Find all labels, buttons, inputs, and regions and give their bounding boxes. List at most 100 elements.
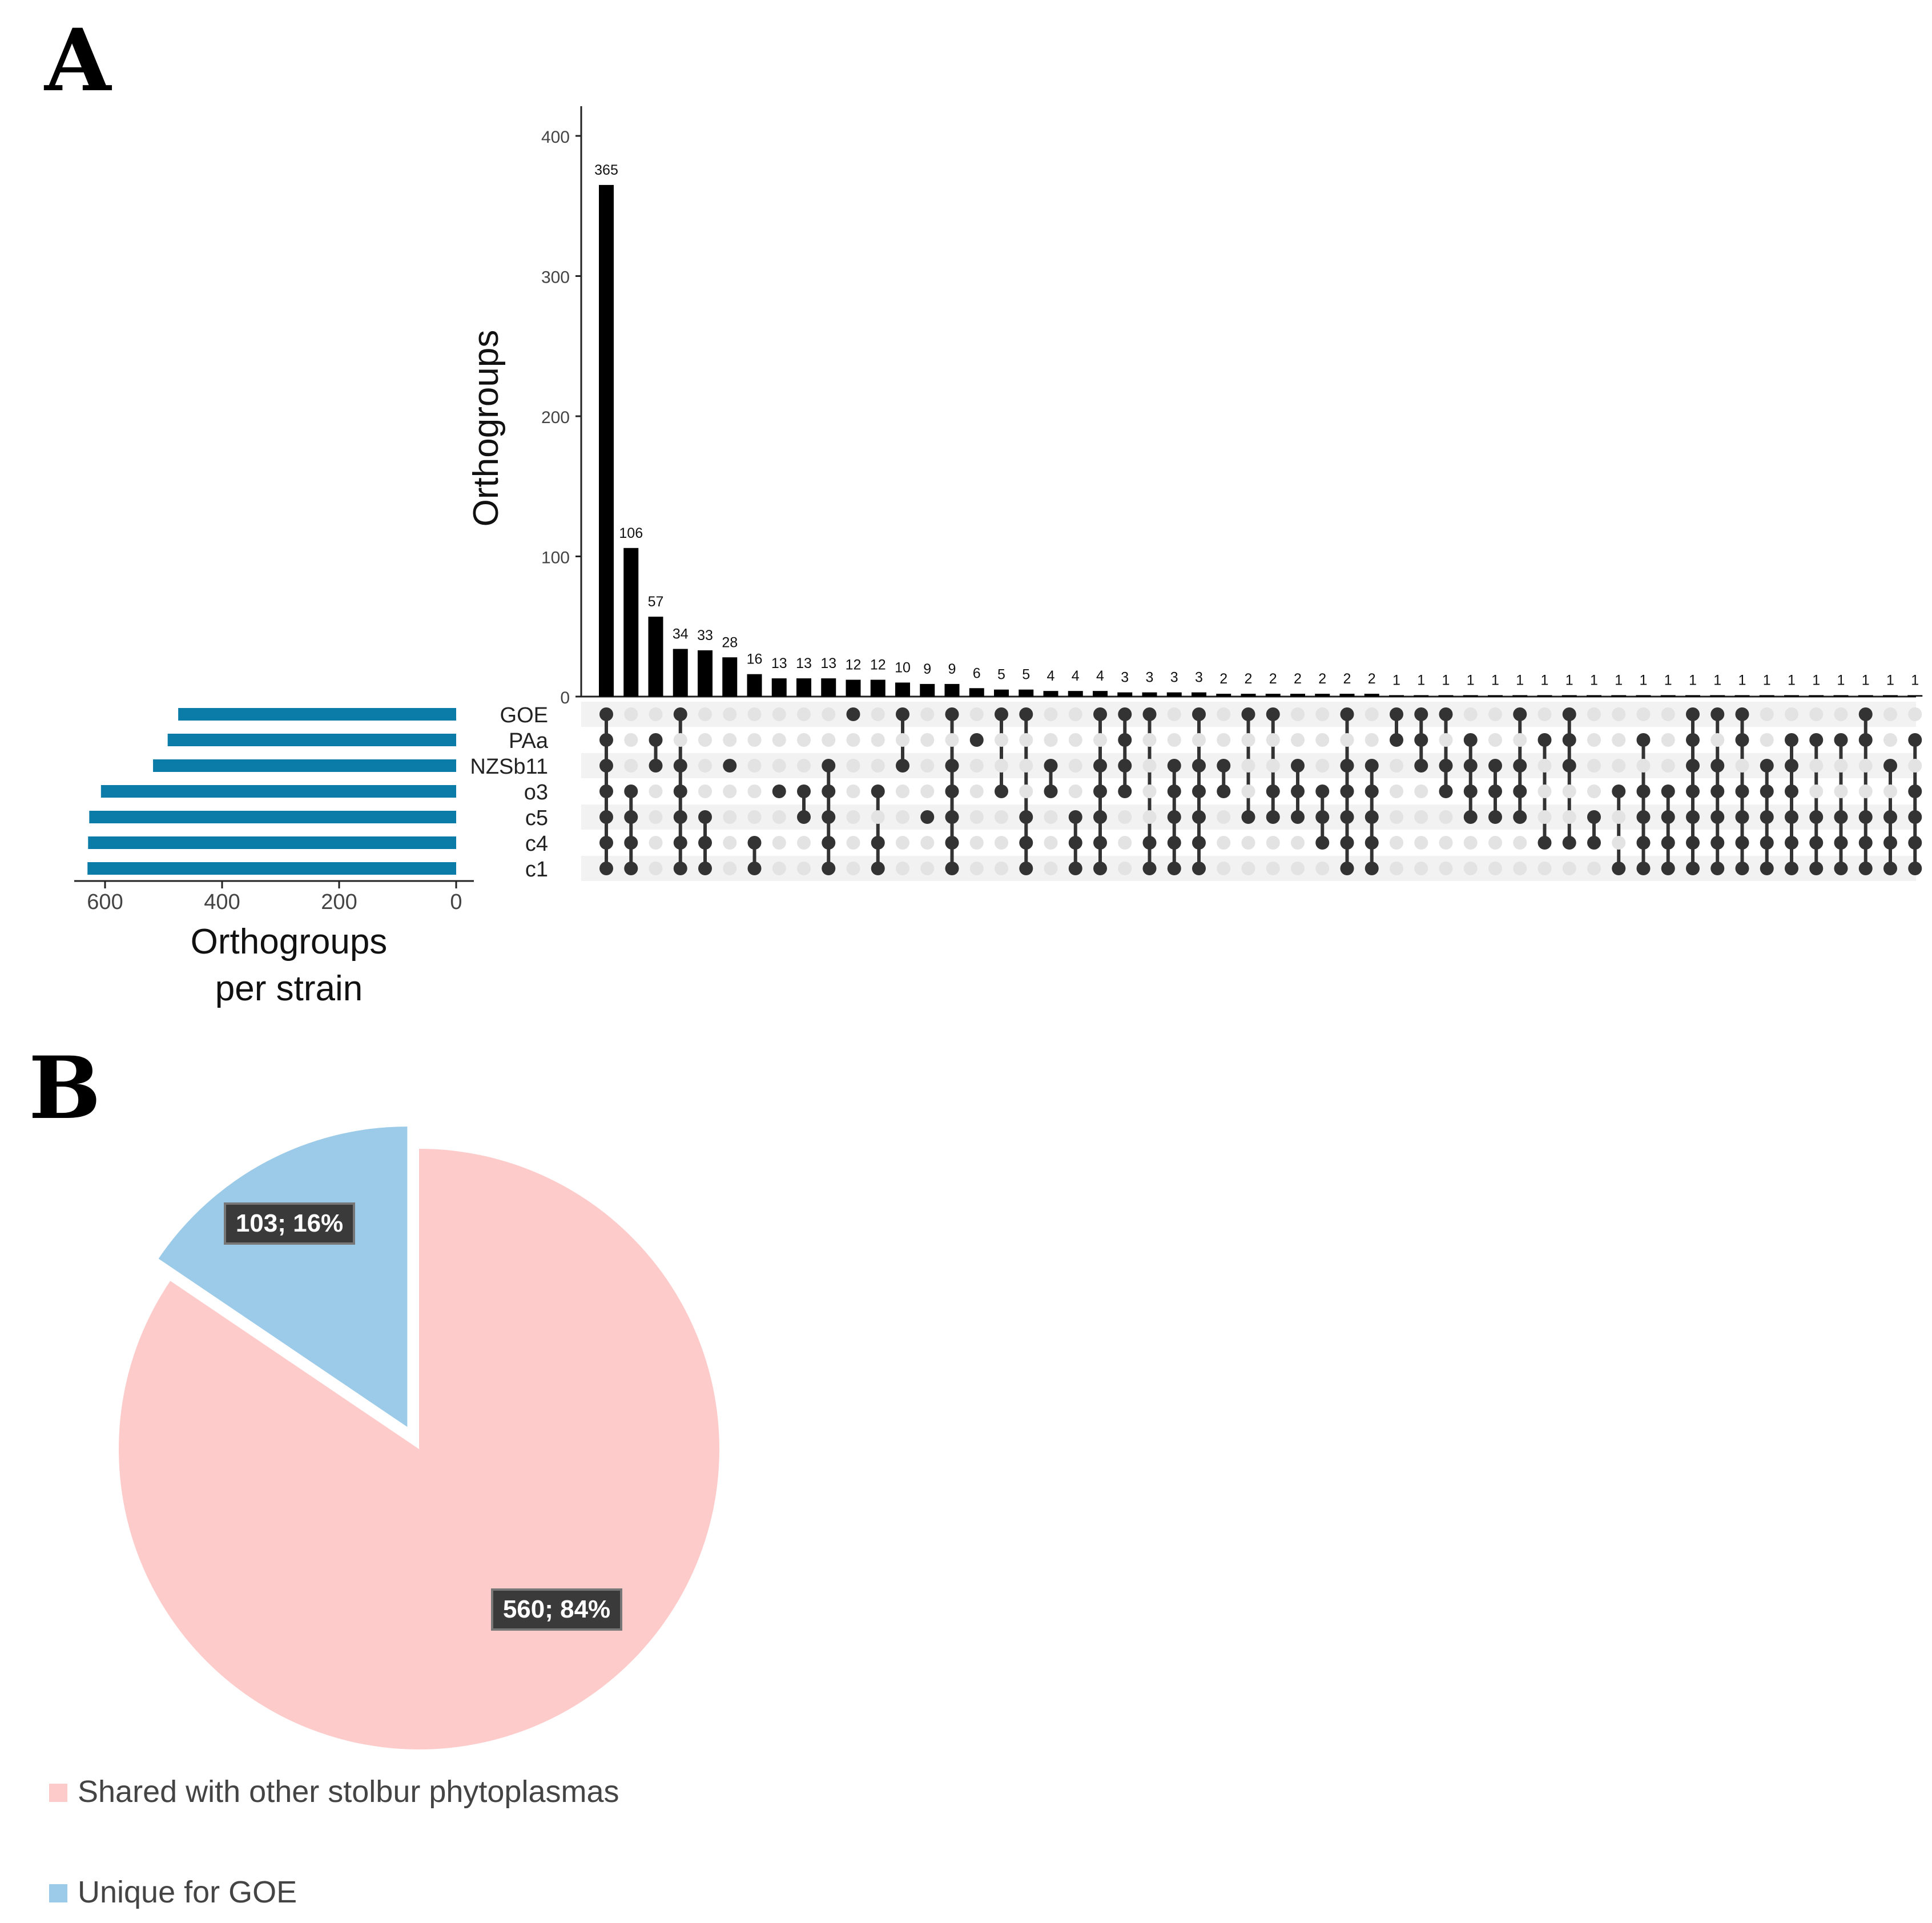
matrix-dot-filled — [1686, 785, 1700, 798]
intersection-bar — [1265, 694, 1281, 697]
matrix-dot-filled — [1858, 810, 1873, 824]
matrix-dot-empty — [969, 836, 984, 850]
matrix-dot-filled — [822, 785, 836, 798]
matrix-dot-filled — [1735, 836, 1749, 850]
matrix-dot-empty — [1142, 810, 1157, 824]
set-size-bar — [88, 836, 456, 849]
set-name-label: c4 — [525, 832, 548, 856]
matrix-dot-empty — [1513, 862, 1527, 875]
matrix-dot-empty — [1093, 733, 1107, 747]
matrix-dot-empty — [1241, 836, 1255, 850]
matrix-dot-filled — [1118, 733, 1132, 747]
matrix-dot-filled — [1365, 759, 1379, 773]
matrix-dot-filled — [599, 733, 613, 747]
matrix-dot-filled — [1562, 707, 1576, 721]
intersection-bar — [944, 683, 960, 697]
matrix-dot-filled — [945, 836, 959, 850]
matrix-dot-filled — [1735, 733, 1749, 747]
matrix-dot-filled — [871, 862, 885, 875]
matrix-dot-empty — [772, 862, 786, 875]
matrix-dot-filled — [1093, 707, 1107, 721]
matrix-dot-empty — [1463, 862, 1478, 875]
matrix-dot-empty — [723, 707, 737, 721]
matrix-dot-empty — [846, 810, 860, 824]
intersection-value-label: 1 — [1467, 673, 1475, 689]
matrix-dot-filled — [1439, 759, 1453, 773]
intersection-bar — [1166, 692, 1182, 697]
matrix-dot-filled — [599, 836, 613, 850]
matrix-dot-filled — [1463, 810, 1478, 824]
intersection-bar — [846, 679, 861, 697]
matrix-dot-filled — [1760, 759, 1774, 773]
intersection-value-label: 16 — [747, 651, 763, 667]
matrix-dot-filled — [896, 759, 909, 773]
matrix-dot-filled — [1612, 862, 1626, 875]
matrix-dot-empty — [1710, 733, 1725, 747]
matrix-dot-empty — [920, 862, 935, 875]
matrix-dot-empty — [920, 707, 935, 721]
matrix-dot-filled — [1686, 707, 1700, 721]
intersection-value-label: 1 — [1788, 673, 1796, 689]
intersection-bar — [599, 184, 614, 697]
pie-slice-unique — [158, 1127, 408, 1427]
matrix-dot-filled — [945, 785, 959, 798]
matrix-dot-empty — [1068, 707, 1082, 721]
matrix-dot-empty — [969, 785, 984, 798]
matrix-dot-filled — [1809, 810, 1824, 824]
matrix-dot-empty — [649, 707, 663, 721]
matrix-dot-filled — [1686, 759, 1700, 773]
matrix-dot-filled — [1340, 707, 1354, 721]
intersection-bar — [1636, 695, 1651, 697]
intersection-value-label: 1 — [1541, 673, 1549, 689]
matrix-dot-filled — [1439, 707, 1453, 721]
matrix-dot-filled — [1785, 785, 1798, 798]
matrix-dot-empty — [871, 810, 885, 824]
intersection-bar — [1093, 691, 1108, 697]
matrix-dot-empty — [896, 836, 909, 850]
matrix-dot-empty — [1365, 733, 1379, 747]
matrix-dot-empty — [1636, 759, 1651, 773]
matrix-dot-filled — [1735, 810, 1749, 824]
matrix-dot-empty — [1044, 836, 1058, 850]
intersection-value-label: 1 — [1417, 673, 1425, 689]
intersection-value-label: 3 — [1146, 670, 1154, 686]
intersection-bar — [994, 689, 1009, 697]
matrix-dot-filled — [1340, 810, 1354, 824]
intersection-bar — [1809, 695, 1824, 697]
panel-a-label: A — [43, 10, 112, 111]
matrix-dot-filled — [1192, 785, 1206, 798]
intersection-tick-label: 200 — [541, 408, 570, 427]
set-name-label: GOE — [500, 703, 548, 727]
matrix-dot-filled — [599, 707, 613, 721]
matrix-dot-filled — [1883, 836, 1897, 850]
panel-b-label: B — [29, 1038, 101, 1138]
matrix-dot-empty — [1266, 733, 1280, 747]
matrix-dot-empty — [1612, 707, 1626, 721]
matrix-dot-empty — [1562, 810, 1576, 824]
intersection-value-label: 4 — [1096, 668, 1104, 684]
intersection-value-label: 1 — [1392, 673, 1400, 689]
matrix-dot-empty — [1142, 759, 1157, 773]
matrix-dot-empty — [1661, 733, 1675, 747]
intersection-tick-label: 0 — [560, 689, 570, 707]
matrix-dot-filled — [1710, 862, 1725, 875]
matrix-dot-empty — [1587, 707, 1601, 721]
set-size-bar — [167, 734, 456, 746]
set-size-tick-label: 400 — [204, 890, 240, 914]
matrix-dot-filled — [1192, 707, 1206, 721]
matrix-dot-filled — [969, 733, 984, 747]
matrix-dot-filled — [822, 862, 836, 875]
matrix-dot-empty — [1488, 836, 1502, 850]
matrix-dot-filled — [1537, 733, 1552, 747]
legend-swatch-shared — [49, 1784, 67, 1802]
matrix-dot-empty — [1291, 733, 1305, 747]
intersection-value-label: 28 — [722, 634, 738, 650]
matrix-dot-filled — [1068, 810, 1082, 824]
intersection-value-label: 3 — [1195, 670, 1203, 686]
intersection-bar — [1685, 695, 1700, 697]
matrix-dot-filled — [995, 707, 1008, 721]
matrix-dot-empty — [747, 707, 762, 721]
matrix-dot-empty — [698, 707, 712, 721]
matrix-dot-empty — [1537, 759, 1552, 773]
